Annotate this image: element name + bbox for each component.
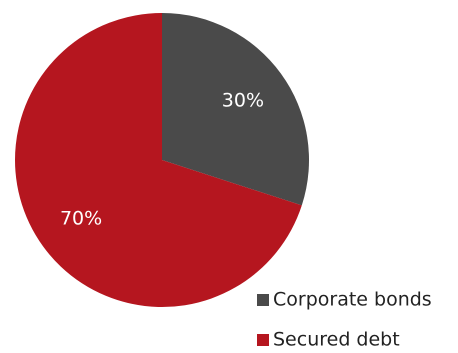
legend-swatch bbox=[257, 334, 269, 346]
data-label-corporate-bonds: 30% bbox=[222, 90, 264, 112]
pie-slice-secured-debt bbox=[15, 13, 302, 307]
legend-item-corporate-bonds: Corporate bonds bbox=[257, 289, 432, 311]
pie-slice-corporate-bonds bbox=[162, 13, 310, 206]
legend-swatch bbox=[257, 294, 269, 306]
legend-item-secured-debt: Secured debt bbox=[257, 329, 400, 351]
pie-data-labels: 30% 70% bbox=[60, 90, 264, 230]
legend: Corporate bonds Secured debt bbox=[257, 289, 432, 351]
pie-slices bbox=[15, 13, 310, 307]
data-label-secured-debt: 70% bbox=[60, 207, 102, 229]
legend-label: Corporate bonds bbox=[273, 289, 432, 311]
legend-label: Secured debt bbox=[273, 329, 400, 351]
